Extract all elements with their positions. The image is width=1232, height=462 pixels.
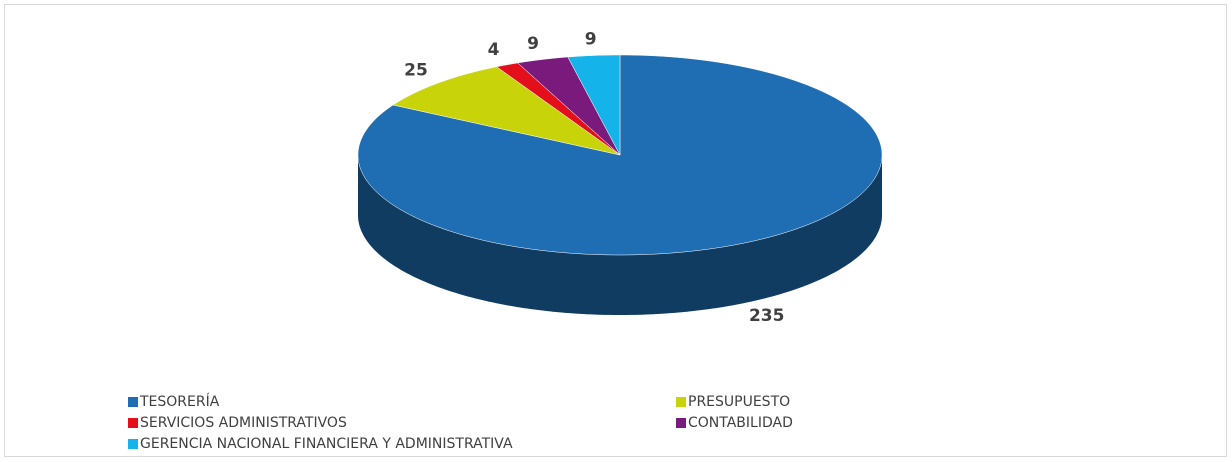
- slice: [496, 62, 621, 156]
- data-label: 25: [404, 60, 428, 80]
- legend-label: CONTABILIDAD: [688, 415, 793, 431]
- slice: [517, 56, 621, 156]
- data-label: 235: [749, 306, 785, 326]
- legend-label: SERVICIOS ADMINISTRATIVOS: [140, 415, 347, 431]
- slice-side: [358, 155, 882, 315]
- legend-swatch: [128, 439, 138, 449]
- slice: [567, 54, 621, 156]
- data-label: 9: [585, 30, 597, 50]
- slice-side-shade: [358, 155, 882, 315]
- legend-swatch: [128, 418, 138, 428]
- legend-swatch: [128, 397, 138, 407]
- legend-label: GERENCIA NACIONAL FINANCIERA Y ADMINISTR…: [140, 436, 513, 452]
- legend-swatch: [676, 418, 686, 428]
- data-label: 4: [488, 40, 500, 60]
- data-label: 9: [527, 34, 539, 54]
- legend-label: PRESUPUESTO: [688, 394, 790, 410]
- slice: [392, 66, 621, 156]
- legend-label: TESORERÍA: [139, 393, 220, 410]
- legend-swatch: [676, 397, 686, 407]
